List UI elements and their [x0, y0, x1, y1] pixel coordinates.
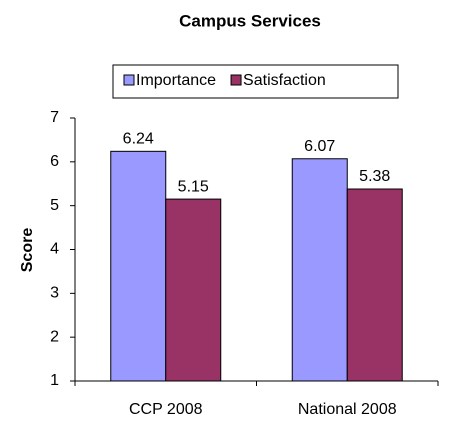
y-tick-label: 7	[50, 109, 59, 126]
y-tick-label: 2	[50, 328, 59, 345]
bar	[110, 150, 167, 382]
y-tick-label: 1	[50, 372, 59, 389]
x-tick-label: CCP 2008	[129, 401, 203, 418]
y-axis-label: Score	[19, 228, 36, 273]
value-label: 5.15	[178, 178, 209, 195]
bar	[291, 158, 348, 382]
y-tick-label: 4	[50, 241, 59, 258]
value-label: 6.07	[304, 138, 335, 155]
bar	[346, 188, 403, 382]
x-tick-label: National 2008	[298, 401, 397, 418]
y-tick-label: 5	[50, 197, 59, 214]
chart-title: Campus Services	[179, 11, 321, 30]
value-label: 5.38	[359, 168, 390, 185]
legend-label: Satisfaction	[243, 72, 326, 89]
y-tick-label: 6	[50, 153, 59, 170]
legend-label: Importance	[136, 72, 216, 89]
bar	[165, 198, 222, 382]
legend-swatch	[123, 74, 135, 86]
value-label: 6.24	[123, 131, 154, 148]
legend-box	[112, 64, 399, 99]
y-tick-label: 3	[50, 285, 59, 302]
legend-swatch	[230, 74, 242, 86]
